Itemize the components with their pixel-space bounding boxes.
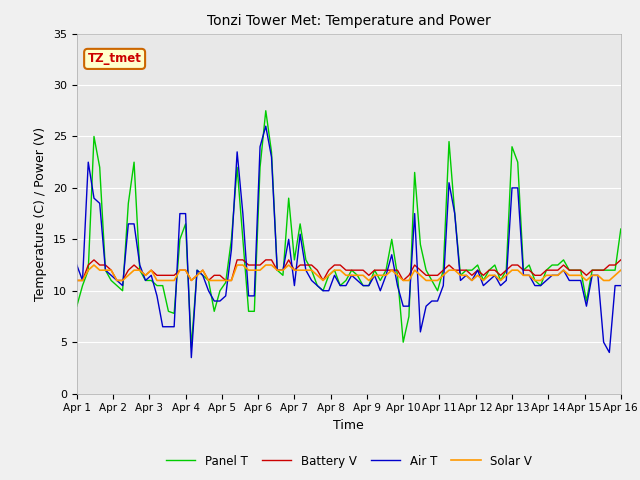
Battery V — [371, 267, 378, 273]
Air T — [147, 273, 155, 278]
Air T — [582, 303, 590, 309]
Panel T — [359, 283, 367, 288]
Solar V — [617, 267, 625, 273]
Line: Panel T: Panel T — [77, 111, 621, 348]
Battery V — [617, 257, 625, 263]
Air T — [188, 355, 195, 360]
Panel T — [188, 345, 195, 350]
Air T — [262, 123, 269, 129]
Y-axis label: Temperature (C) / Power (V): Temperature (C) / Power (V) — [35, 127, 47, 300]
Battery V — [234, 257, 241, 263]
Solar V — [577, 273, 584, 278]
Battery V — [314, 267, 321, 273]
Line: Air T: Air T — [77, 126, 621, 358]
Solar V — [90, 262, 98, 268]
Battery V — [73, 277, 81, 283]
Text: TZ_tmet: TZ_tmet — [88, 52, 141, 65]
Panel T — [234, 165, 241, 170]
Line: Solar V: Solar V — [77, 265, 621, 280]
Title: Tonzi Tower Met: Temperature and Power: Tonzi Tower Met: Temperature and Power — [207, 14, 491, 28]
Air T — [234, 149, 241, 155]
Solar V — [73, 277, 81, 283]
Line: Battery V: Battery V — [77, 260, 621, 280]
Panel T — [262, 108, 269, 114]
Battery V — [353, 267, 361, 273]
Solar V — [371, 273, 378, 278]
Air T — [359, 283, 367, 288]
Battery V — [153, 273, 161, 278]
Solar V — [314, 273, 321, 278]
Battery V — [577, 267, 584, 273]
Panel T — [73, 303, 81, 309]
Panel T — [376, 277, 384, 283]
Panel T — [147, 277, 155, 283]
Legend: Panel T, Battery V, Air T, Solar V: Panel T, Battery V, Air T, Solar V — [161, 450, 537, 472]
Battery V — [90, 257, 98, 263]
Air T — [73, 262, 81, 268]
Solar V — [153, 277, 161, 283]
Solar V — [353, 273, 361, 278]
Air T — [319, 288, 327, 294]
Solar V — [234, 262, 241, 268]
X-axis label: Time: Time — [333, 419, 364, 432]
Panel T — [617, 226, 625, 232]
Panel T — [582, 298, 590, 304]
Air T — [617, 283, 625, 288]
Air T — [376, 288, 384, 294]
Panel T — [319, 288, 327, 294]
